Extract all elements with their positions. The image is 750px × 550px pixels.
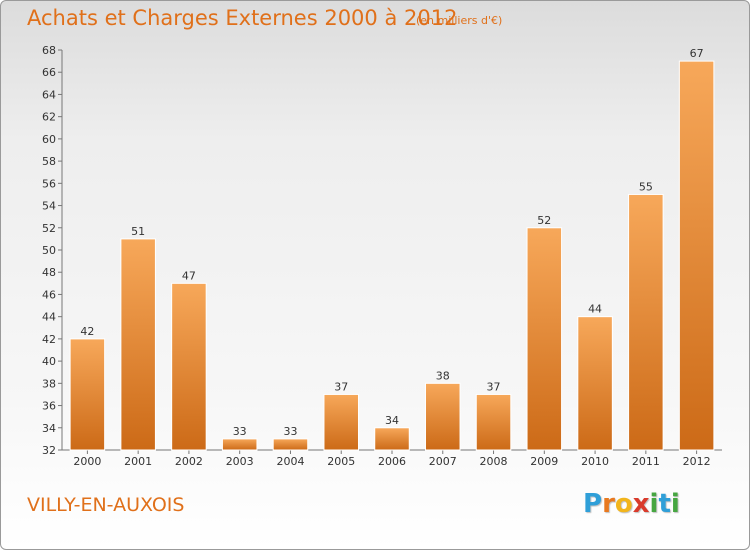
data-label: 33: [283, 425, 297, 438]
bar: [272, 438, 309, 451]
x-tick-label: 2005: [327, 455, 355, 468]
logo-letter: P: [583, 489, 603, 519]
x-tick-label: 2011: [632, 455, 660, 468]
y-tick-label: 58: [42, 155, 56, 168]
bar: [475, 393, 512, 451]
y-tick-label: 66: [42, 66, 56, 79]
y-tick-label: 54: [42, 200, 56, 213]
data-label: 33: [233, 425, 247, 438]
chart-subtitle: (en milliers d'€): [416, 14, 503, 27]
bar: [323, 393, 359, 451]
commune-name: VILLY-EN-AUXOIS: [27, 494, 185, 516]
x-tick-label: 2003: [226, 455, 254, 468]
logo-letter: x: [632, 489, 650, 519]
bar: [120, 238, 156, 451]
y-tick-label: 64: [42, 88, 56, 101]
x-tick-label: 2001: [124, 455, 152, 468]
y-tick-label: 68: [42, 44, 56, 57]
chart-value-labels: 42 51 47 33 33 37 34 38 37 52 44 55 67: [80, 47, 703, 438]
data-label: 55: [639, 180, 653, 193]
chart-title: Achats et Charges Externes 2000 à 2012: [27, 6, 458, 30]
logo-letter: r: [602, 489, 615, 519]
y-tick-label: 52: [42, 222, 56, 235]
y-tick-label: 34: [42, 422, 56, 435]
x-tick-label: 2002: [175, 455, 203, 468]
y-tick-label: 42: [42, 333, 56, 346]
proxiti-logo: Proxiti: [583, 489, 680, 519]
data-label: 44: [588, 303, 602, 316]
logo-letter: t: [658, 489, 671, 519]
bar: [628, 193, 664, 451]
chart-bars: [69, 60, 715, 451]
x-tick-label: 2008: [480, 455, 508, 468]
bar: [577, 316, 613, 451]
x-tick-label: 2009: [530, 455, 558, 468]
bar: [425, 382, 461, 451]
y-tick-label: 32: [42, 444, 56, 457]
bar: [221, 438, 258, 451]
bar: [374, 427, 410, 451]
x-tick-label: 2000: [73, 455, 101, 468]
data-label: 67: [690, 47, 704, 60]
y-tick-label: 44: [42, 311, 56, 324]
logo-letter: i: [649, 489, 659, 519]
bar: [526, 227, 563, 451]
data-label: 34: [385, 414, 399, 427]
y-tick-label: 62: [42, 111, 56, 124]
data-label: 47: [182, 269, 196, 282]
data-label: 42: [80, 325, 94, 338]
y-tick-label: 36: [42, 400, 56, 413]
x-tick-label: 2012: [683, 455, 711, 468]
data-label: 51: [131, 225, 145, 238]
x-tick-label: 2004: [276, 455, 304, 468]
y-tick-label: 48: [42, 266, 56, 279]
data-label: 38: [436, 369, 450, 382]
y-tick-label: 40: [42, 355, 56, 368]
x-tick-label: 2010: [581, 455, 609, 468]
y-tick-label: 38: [42, 377, 56, 390]
bar: [171, 282, 207, 451]
data-label: 37: [334, 380, 348, 393]
y-tick-label: 60: [42, 133, 56, 146]
y-tick-label: 50: [42, 244, 56, 257]
x-tick-label: 2006: [378, 455, 406, 468]
data-label: 37: [487, 380, 501, 393]
logo-letter: o: [614, 489, 633, 519]
bar: [69, 338, 106, 451]
data-label: 52: [537, 214, 551, 227]
y-tick-label: 56: [42, 177, 56, 190]
y-tick-label: 46: [42, 288, 56, 301]
x-tick-label: 2007: [429, 455, 457, 468]
bar: [678, 60, 715, 451]
logo-letter: i: [670, 489, 680, 519]
